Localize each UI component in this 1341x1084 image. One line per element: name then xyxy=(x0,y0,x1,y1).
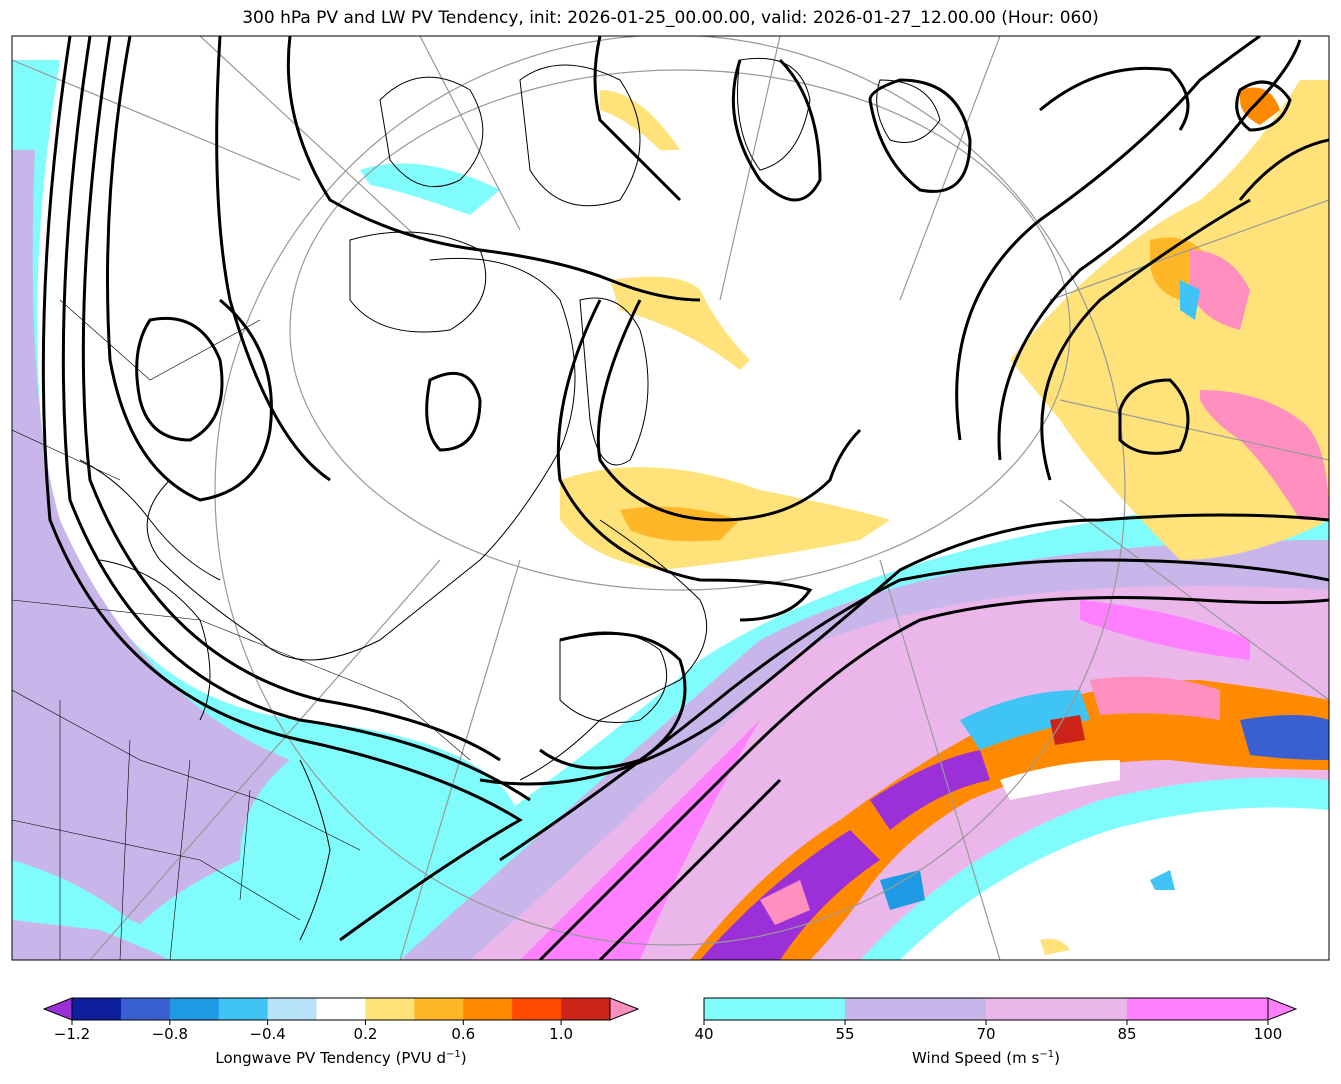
colorbar-segment xyxy=(561,998,611,1020)
colorbar-segment xyxy=(365,998,415,1020)
colorbar-segment xyxy=(414,998,464,1020)
colorbar-label-text: Wind Speed (m s xyxy=(912,1049,1040,1067)
colorbar-label: Wind Speed (m s−1) xyxy=(704,1049,1268,1067)
wind-speed-colorbar xyxy=(703,997,1298,1025)
colorbar-tick-label: 85 xyxy=(1117,1025,1137,1043)
colorbar-label: Longwave PV Tendency (PVU d−1) xyxy=(72,1049,610,1067)
colorbar-tick-label: 100 xyxy=(1253,1025,1283,1043)
colorbar-tick-label: 55 xyxy=(835,1025,855,1043)
colorbar-segment xyxy=(986,998,1128,1020)
colorbar-frame xyxy=(71,997,611,1021)
colorbar-tick-label: 40 xyxy=(694,1025,714,1043)
wind-speed-fill-arctic xyxy=(360,163,500,215)
colorbar-segment xyxy=(72,998,122,1020)
colorbar-segment xyxy=(218,998,269,1020)
borders xyxy=(12,299,471,960)
colorbar-segment xyxy=(704,998,846,1020)
colorbar-segment xyxy=(1127,998,1269,1020)
colorbar-segment xyxy=(120,998,171,1020)
colorbar-tick-label: −1.2 xyxy=(53,1025,91,1043)
wind-speed-fill-west xyxy=(12,60,520,960)
colorbar-label-suffix: ) xyxy=(1054,1049,1060,1067)
graticule xyxy=(12,36,1329,960)
chart-title: 300 hPa PV and LW PV Tendency, init: 202… xyxy=(242,8,1099,28)
pv-contours xyxy=(41,36,1329,960)
colorbar-label-text: Longwave PV Tendency (PVU d xyxy=(215,1049,447,1067)
colorbar-label-suffix: ) xyxy=(460,1049,467,1067)
colorbar-extend-high xyxy=(609,997,640,1021)
colorbar-extend-high xyxy=(1267,997,1298,1021)
pv-tendency-noise xyxy=(690,676,1329,960)
colorbar-tick-label: 0.2 xyxy=(353,1025,378,1043)
pv-tendency-colorbar xyxy=(42,997,640,1025)
coastlines xyxy=(79,57,941,941)
colorbar-extend-low xyxy=(42,997,73,1021)
colorbar-tick-label: 70 xyxy=(976,1025,996,1043)
colorbar-segment xyxy=(316,998,366,1020)
colorbar-tick-label: 1.0 xyxy=(549,1025,574,1043)
colorbar-segment xyxy=(512,998,562,1020)
colorbar-segment xyxy=(463,998,513,1020)
colorbar-segment xyxy=(845,998,987,1020)
map-area xyxy=(12,36,1329,960)
colorbar-segment xyxy=(267,998,318,1020)
colorbar-segment xyxy=(169,998,220,1020)
colorbar-tick-label: −0.4 xyxy=(249,1025,286,1043)
colorbar-label-exponent: −1 xyxy=(446,1049,461,1060)
map-frame xyxy=(11,35,1330,961)
colorbar-label-exponent: −1 xyxy=(1039,1049,1055,1060)
colorbar-tick-label: 0.6 xyxy=(451,1025,476,1043)
colorbar-tick-label: −0.8 xyxy=(151,1025,189,1043)
